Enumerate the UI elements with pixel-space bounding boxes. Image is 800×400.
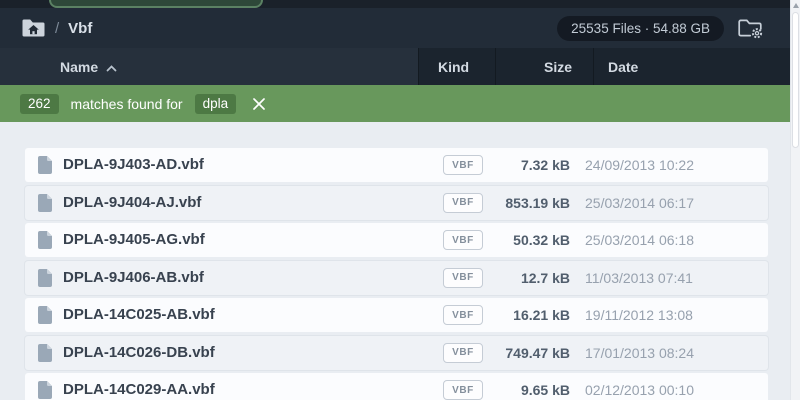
scrollbar[interactable] (790, 0, 800, 400)
column-name-label: Name (60, 58, 99, 75)
breadcrumb-folder[interactable]: Vbf (68, 19, 93, 37)
column-header-name[interactable]: Name (0, 48, 418, 85)
file-name: DPLA-14C025-AB.vbf (63, 306, 215, 323)
folder-gear-icon[interactable] (737, 17, 764, 40)
file-date: 25/03/2014 06:17 (585, 194, 694, 211)
file-icon (37, 230, 53, 250)
scroll-up-icon[interactable] (792, 3, 799, 8)
file-size: 749.47 kB (505, 344, 570, 361)
search-results-banner: 262 matches found for dpla (0, 85, 790, 122)
file-kind-badge: VBF (443, 305, 483, 325)
file-date: 17/01/2013 08:24 (585, 344, 694, 361)
file-row[interactable]: DPLA-9J406-AB.vbf VBF 12.7 kB 11/03/2013… (25, 260, 768, 295)
file-icon (37, 380, 53, 400)
match-message: matches found for (70, 95, 183, 112)
column-size-label: Size (543, 58, 572, 75)
file-date: 19/11/2012 13:08 (585, 307, 693, 323)
file-name: DPLA-9J403-AD.vbf (63, 156, 204, 173)
table-header: Name Kind Size Date (0, 48, 790, 85)
file-kind-badge: VBF (443, 192, 483, 213)
file-kind-badge: VBF (443, 267, 483, 288)
file-name: DPLA-9J404-AJ.vbf (63, 193, 202, 211)
file-icon (37, 268, 53, 288)
file-size: 16.21 kB (513, 307, 570, 323)
file-kind-badge: VBF (443, 230, 483, 250)
file-kind-badge: VBF (443, 342, 483, 363)
file-size: 7.32 kB (520, 157, 570, 173)
close-icon[interactable] (252, 97, 266, 111)
file-name: DPLA-14C029-AA.vbf (63, 381, 215, 398)
file-row[interactable]: DPLA-9J403-AD.vbf VBF 7.32 kB 24/09/2013… (25, 148, 768, 182)
file-size: 9.65 kB (520, 382, 570, 398)
breadcrumb-separator: / (55, 19, 60, 37)
column-header-kind[interactable]: Kind (418, 48, 495, 85)
sort-ascending-icon (106, 59, 117, 75)
file-name: DPLA-9J406-AB.vbf (63, 268, 204, 286)
file-kind-badge: VBF (443, 155, 483, 175)
file-icon (37, 193, 53, 213)
window-top-strip (0, 0, 790, 8)
file-date: 02/12/2013 00:10 (585, 382, 694, 398)
file-row[interactable]: DPLA-14C026-DB.vbf VBF 749.47 kB 17/01/2… (25, 335, 768, 370)
file-icon (37, 305, 53, 325)
file-icon (37, 155, 53, 175)
search-query-badge: dpla (194, 93, 237, 114)
home-folder-icon[interactable] (21, 17, 46, 39)
file-name: DPLA-14C026-DB.vbf (63, 343, 215, 361)
file-date: 25/03/2014 06:18 (585, 232, 694, 248)
file-icon (37, 343, 53, 363)
file-kind-badge: VBF (443, 380, 483, 400)
file-row[interactable]: DPLA-14C025-AB.vbf VBF 16.21 kB 19/11/20… (25, 298, 768, 332)
file-date: 24/09/2013 10:22 (585, 157, 694, 173)
column-header-size[interactable]: Size (495, 48, 593, 85)
file-date: 11/03/2013 07:41 (585, 269, 693, 286)
file-name: DPLA-9J405-AG.vbf (63, 231, 205, 248)
file-size: 12.7 kB (520, 269, 570, 286)
toolbar: / Vbf 25535 Files · 54.88 GB (0, 8, 790, 48)
file-size: 853.19 kB (505, 194, 570, 211)
file-row[interactable]: DPLA-9J405-AG.vbf VBF 50.32 kB 25/03/201… (25, 223, 768, 257)
toolbar-right: 25535 Files · 54.88 GB (557, 15, 764, 41)
match-count-badge: 262 (20, 93, 59, 114)
column-date-label: Date (608, 58, 639, 75)
column-header-date[interactable]: Date (593, 48, 790, 85)
file-size: 50.32 kB (513, 232, 570, 248)
column-kind-label: Kind (438, 58, 470, 75)
file-list: DPLA-9J403-AD.vbf VBF 7.32 kB 24/09/2013… (0, 122, 790, 400)
notification-toast-edge (49, 0, 263, 8)
folder-stats-badge: 25535 Files · 54.88 GB (557, 15, 724, 41)
scrollbar-thumb[interactable] (792, 12, 799, 148)
file-row[interactable]: DPLA-9J404-AJ.vbf VBF 853.19 kB 25/03/20… (25, 185, 768, 220)
breadcrumb: / Vbf (21, 17, 92, 39)
file-row[interactable]: DPLA-14C029-AA.vbf VBF 9.65 kB 02/12/201… (25, 373, 768, 400)
